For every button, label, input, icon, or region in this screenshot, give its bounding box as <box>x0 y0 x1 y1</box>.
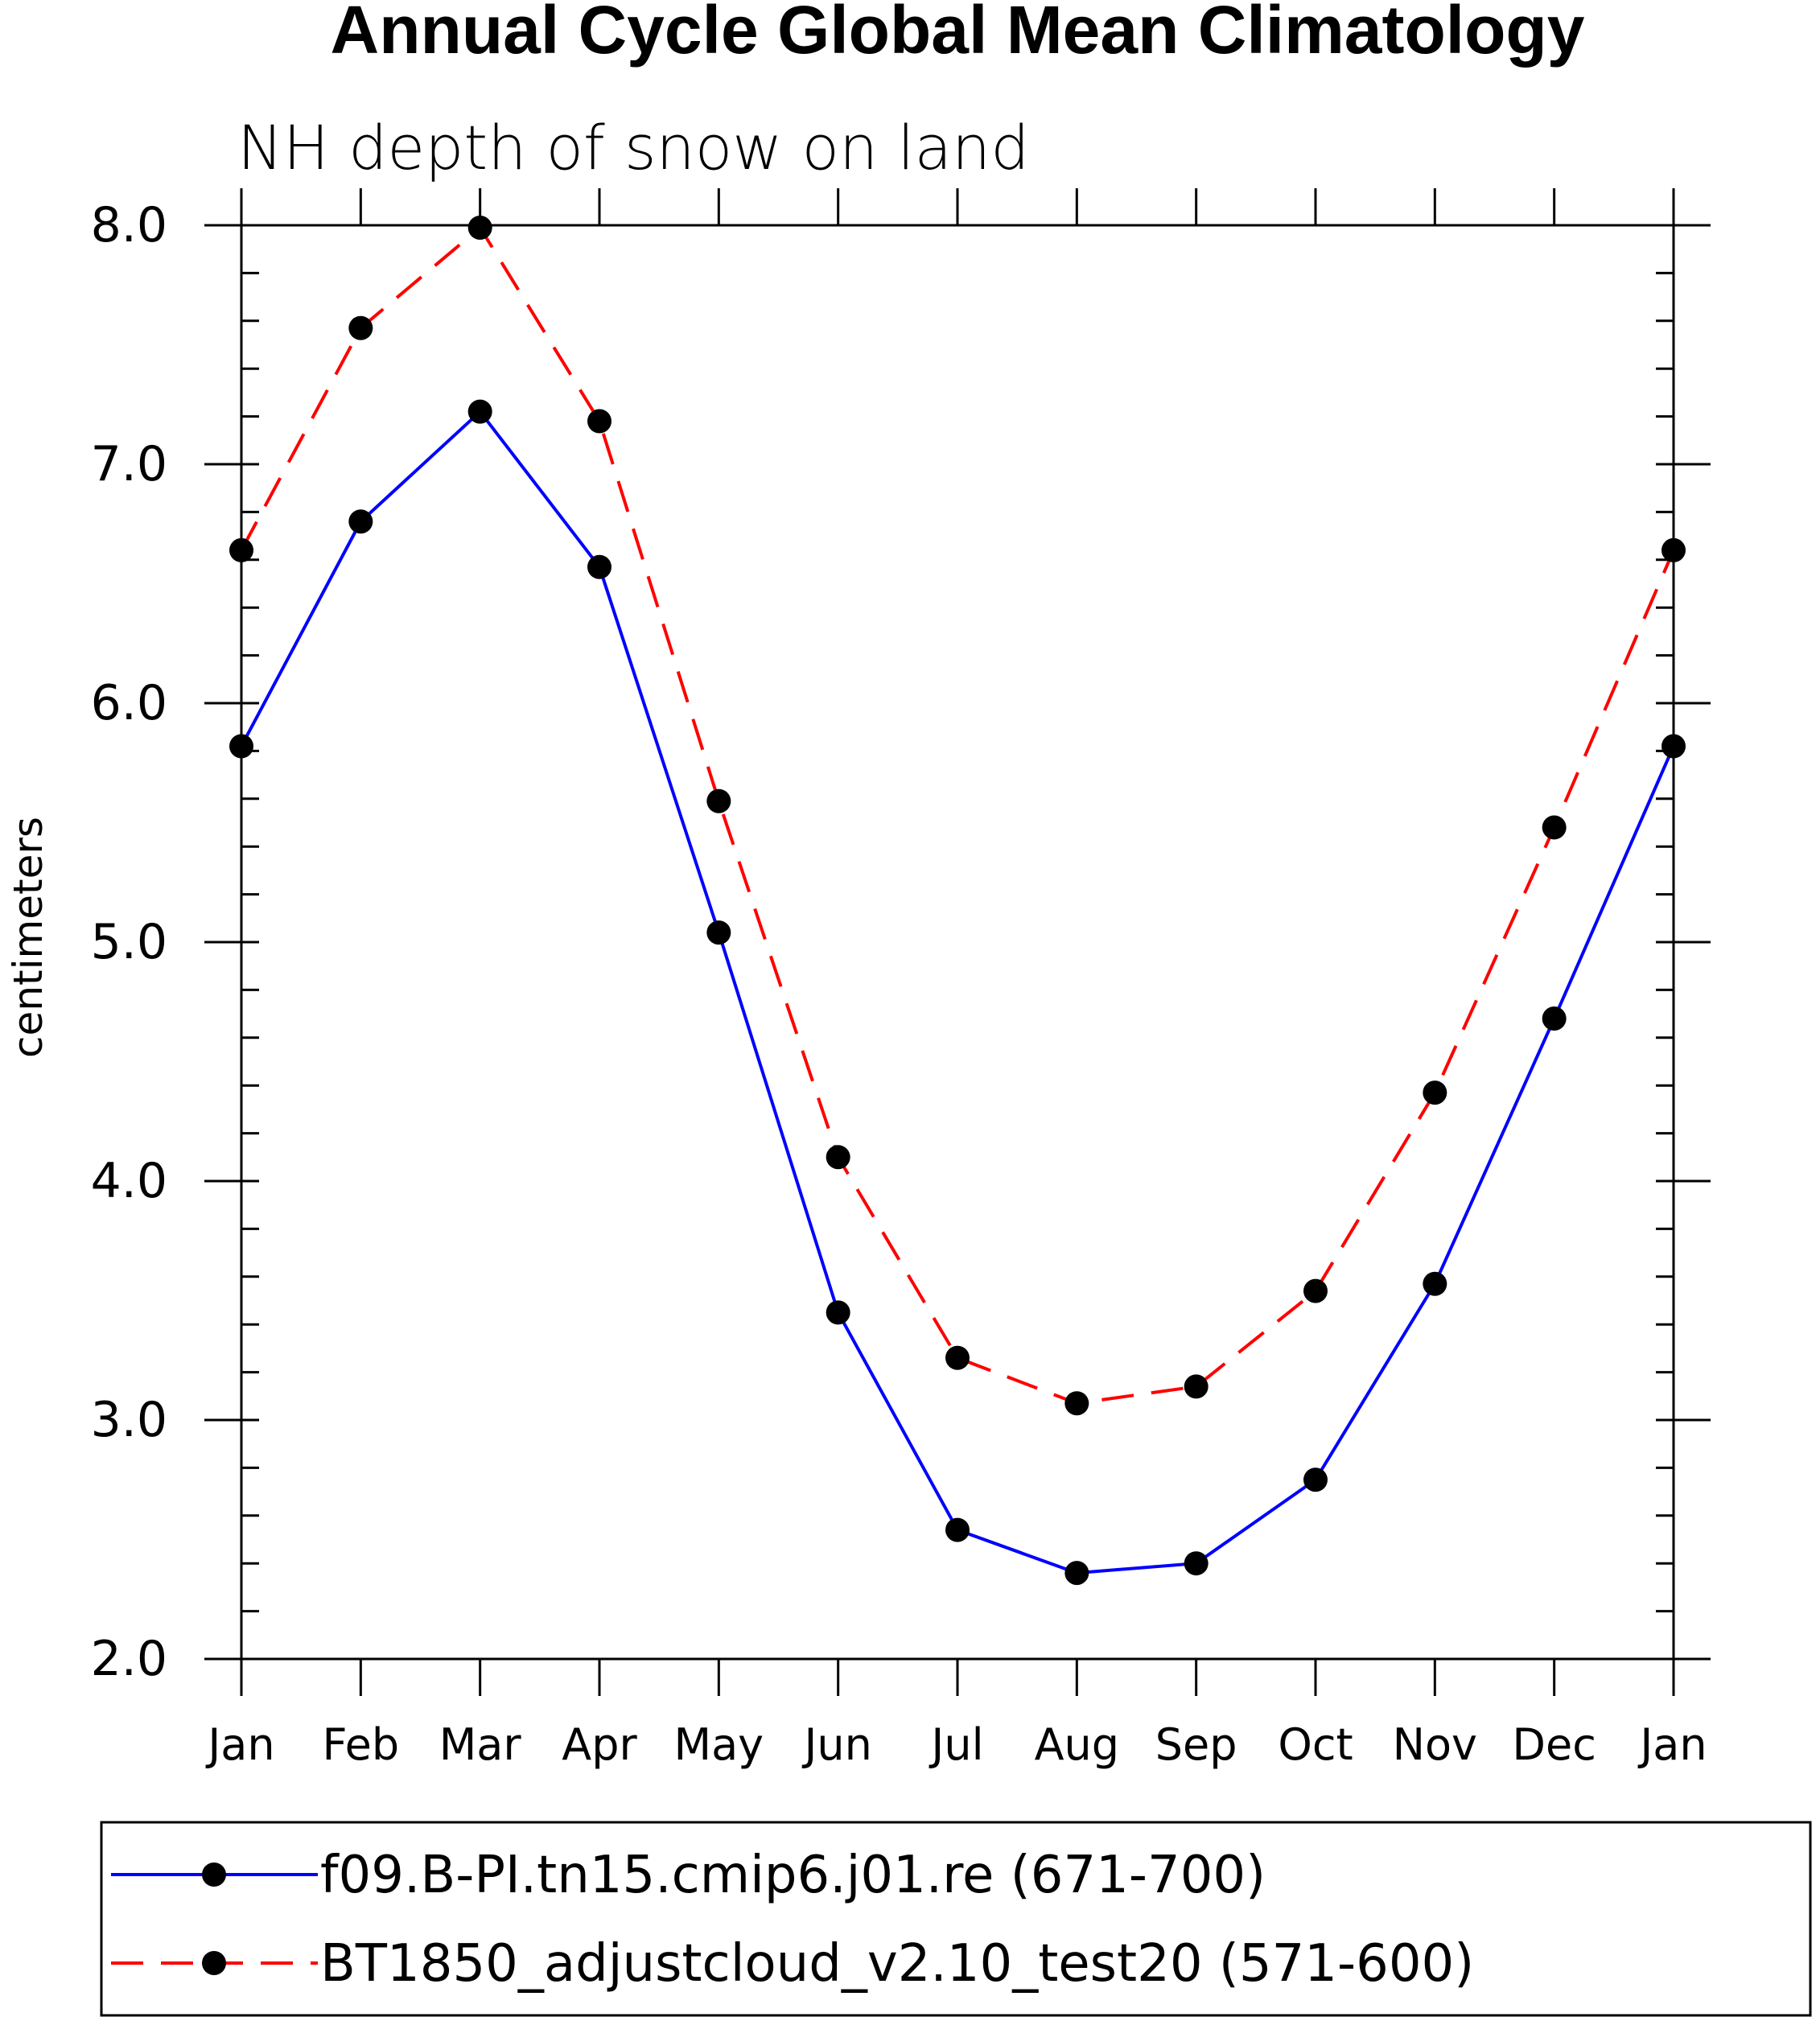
data-point <box>348 509 373 534</box>
legend-swatch-marker <box>202 1863 226 1887</box>
data-point <box>945 1345 970 1370</box>
x-tick-label: Oct <box>1278 1719 1353 1770</box>
y-tick-label: 3.0 <box>91 1392 167 1448</box>
data-point <box>1423 1080 1447 1105</box>
legend: f09.B-PI.tn15.cmip6.j01.re (671-700) BT18… <box>100 1821 1812 2017</box>
y-tick-label: 5.0 <box>91 914 167 970</box>
data-point <box>945 1517 970 1542</box>
y-tick-label: 2.0 <box>91 1631 167 1687</box>
data-point <box>1661 537 1686 562</box>
plot-frame <box>240 224 1675 1661</box>
data-point <box>1064 1391 1089 1416</box>
data-point <box>1303 1278 1328 1303</box>
legend-items: f09.B-PI.tn15.cmip6.j01.re (671-700) BT18… <box>111 1846 1474 1994</box>
x-tick-label: Dec <box>1512 1719 1596 1770</box>
data-point <box>826 1145 850 1170</box>
series-layer <box>229 215 1686 1586</box>
chart-title: Annual Cycle Global Mean Climatology <box>331 0 1585 68</box>
x-tick-label: Nov <box>1393 1719 1477 1770</box>
x-tick-label: Jun <box>801 1719 871 1770</box>
data-point <box>1542 815 1567 840</box>
data-point <box>229 734 253 759</box>
legend-label: f09.B-PI.tn15.cmip6.j01.re (671-700) <box>320 1846 1266 1905</box>
y-tick-label: 6.0 <box>91 675 167 731</box>
data-point <box>467 399 492 424</box>
data-point <box>1184 1374 1209 1399</box>
data-point <box>587 409 611 434</box>
data-point <box>587 554 611 579</box>
x-tick-label: Jan <box>205 1719 274 1770</box>
series-line <box>240 409 1675 1575</box>
x-tick-label: Aug <box>1035 1719 1119 1770</box>
data-point <box>467 215 492 240</box>
data-point <box>706 788 731 813</box>
x-tick-label: Sep <box>1155 1719 1237 1770</box>
data-point <box>1542 1006 1567 1031</box>
x-tick-label: May <box>674 1719 764 1770</box>
data-point <box>1661 734 1686 759</box>
chart-subtitle: NH depth of snow on land <box>237 112 1029 183</box>
data-point <box>706 920 731 945</box>
data-point <box>1423 1271 1447 1296</box>
legend-label: BT1850_adjustcloud_v2.10_test20 (571-600… <box>320 1934 1474 1994</box>
data-point <box>1064 1561 1089 1586</box>
x-tick-label: Apr <box>562 1719 637 1770</box>
data-point <box>1184 1551 1209 1576</box>
legend-swatch-marker <box>202 1951 226 1975</box>
y-axis-label: centimeters <box>5 817 51 1058</box>
legend-box <box>100 1821 1812 2017</box>
x-tick-label: Jan <box>1637 1719 1707 1770</box>
x-tick-label: Feb <box>323 1719 400 1770</box>
axes-frame: Jan Feb Mar Apr May Jun Jul Aug Sep Oct Nov Dec Jan 2… <box>91 188 1711 1770</box>
data-point <box>1303 1467 1328 1492</box>
y-tick-label: 7.0 <box>91 436 167 492</box>
y-tick-label: 8.0 <box>91 197 167 253</box>
data-point <box>348 315 373 340</box>
data-point <box>229 537 253 562</box>
y-tick-label: 4.0 <box>91 1153 167 1209</box>
x-tick-label: Jul <box>929 1719 983 1770</box>
data-point <box>826 1300 850 1325</box>
x-tick-label: Mar <box>439 1719 522 1770</box>
